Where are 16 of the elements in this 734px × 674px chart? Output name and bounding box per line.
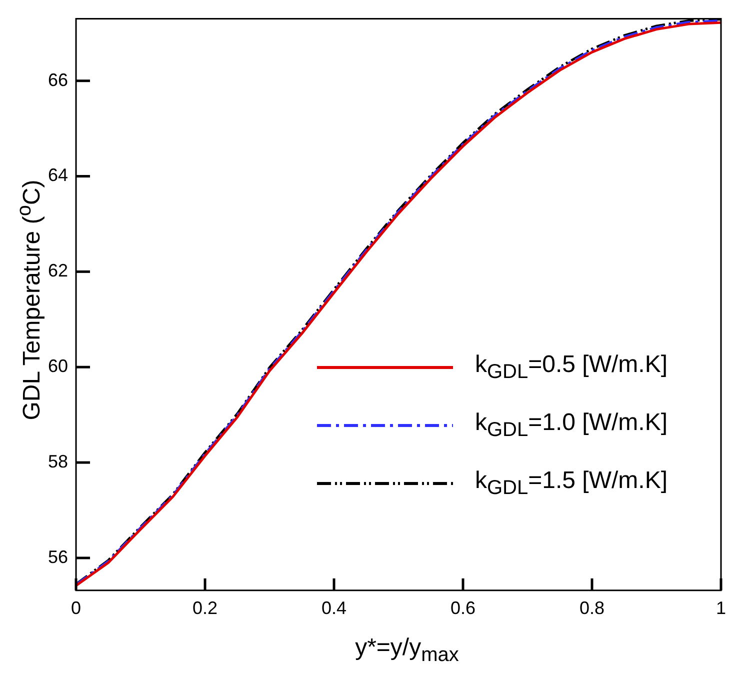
y-tick-label: 60 [48,356,68,376]
legend-label: k$_{GDL}$=1.5 [W/m.K] [475,466,668,500]
x-tick-label: 0 [71,598,82,618]
y-tick-label: 62 [48,260,68,281]
x-tick-label: 0.2 [192,598,218,618]
x-tick-label: 1 [716,598,726,618]
y-tick-label: 58 [48,452,68,472]
y-tick-label: 56 [48,546,68,567]
y-tick-label: 66 [48,70,68,90]
x-tick-label: 0.4 [321,598,347,618]
legend-label: k$_{GDL}$=1.0 [W/m.K] [475,408,668,442]
legend-label: k$_{GDL}$=0.5 [W/m.K] [475,350,668,384]
y-tick-label: 64 [48,165,68,186]
x-axis-title: y*=y/y$_{max}$ [354,634,460,667]
x-tick-label: 0.6 [450,598,476,618]
x-tick-label: 0.8 [579,598,605,618]
